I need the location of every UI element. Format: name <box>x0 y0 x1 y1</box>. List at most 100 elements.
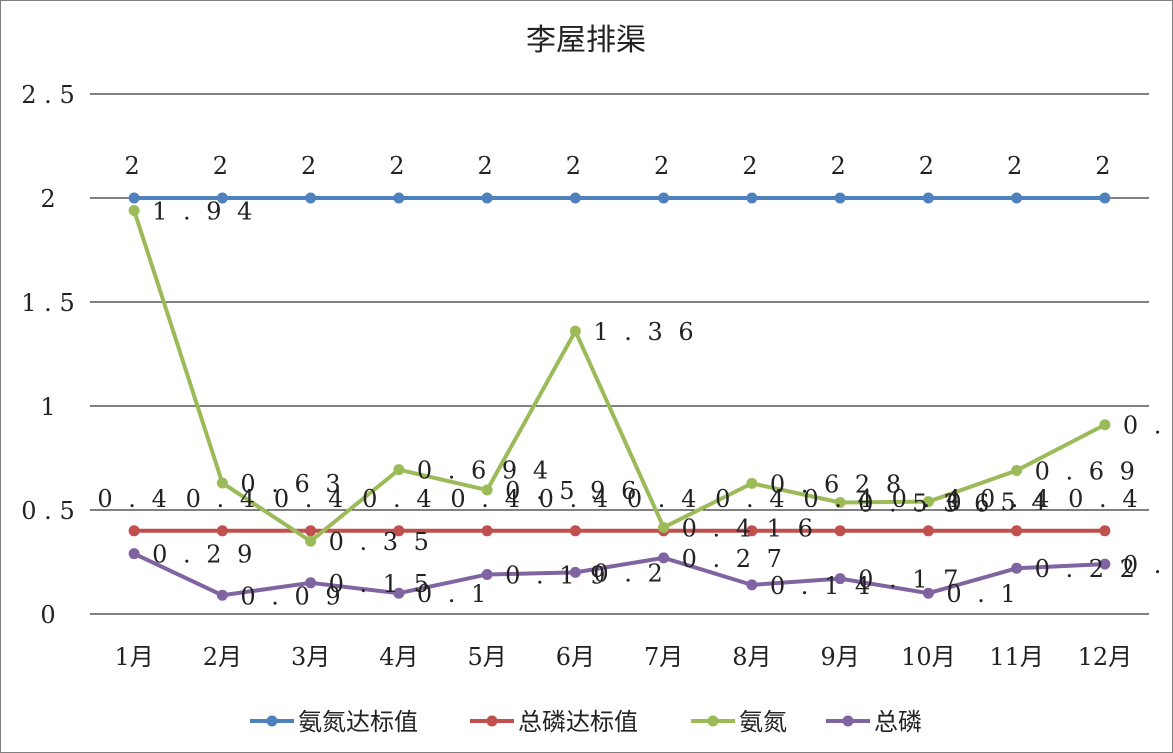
data-label: 2 <box>919 152 938 180</box>
data-point <box>1099 192 1111 204</box>
data-label: 2 <box>389 152 408 180</box>
data-label: 2 <box>1007 152 1026 180</box>
series-line <box>133 551 1105 598</box>
data-point <box>393 464 405 476</box>
data-label: 2 <box>1095 152 1114 180</box>
x-tick-label: 11月 <box>989 643 1044 671</box>
x-tick-label: 3月 <box>291 643 330 671</box>
data-label: 2 <box>301 152 320 180</box>
data-label: 2 <box>830 152 849 180</box>
data-point <box>922 525 934 537</box>
data-point <box>393 587 405 599</box>
series-0 <box>128 192 1111 204</box>
data-point <box>128 192 140 204</box>
x-tick-label: 10月 <box>901 643 956 671</box>
data-point <box>481 525 493 537</box>
legend-item: 总磷达标值 <box>470 708 638 736</box>
series-3 <box>128 548 1111 601</box>
x-tick-label: 7月 <box>644 643 683 671</box>
data-label: 0 . 4 <box>1068 485 1141 513</box>
data-label: 0 . 3 5 <box>329 528 433 556</box>
data-label: 0 . 1 <box>946 580 1019 608</box>
data-label: 0 . 1 5 <box>329 570 433 598</box>
data-label: 0 . 1 <box>417 580 490 608</box>
x-tick-label: 4月 <box>379 643 418 671</box>
data-label: 2 <box>477 152 496 180</box>
y-tick-label: 1 <box>40 393 55 421</box>
y-tick-label: 0 <box>40 601 55 629</box>
chart-title: 李屋排渠 <box>526 23 646 58</box>
data-point <box>658 192 670 204</box>
legend-label: 总磷 <box>874 708 922 736</box>
data-point <box>1099 419 1111 431</box>
data-point <box>1011 192 1023 204</box>
legend-marker <box>842 715 854 727</box>
series-2 <box>128 204 1111 547</box>
x-axis-ticks: 1月 2月 3月 4月 5月 6月 7月 8月 9月 10月 11月 12月 <box>114 643 1132 671</box>
legend-marker <box>266 715 278 727</box>
series-line <box>132 209 1106 544</box>
data-point <box>393 192 405 204</box>
data-point <box>922 496 934 508</box>
data-point <box>746 477 758 489</box>
data-label: 0 . 4 <box>715 485 788 513</box>
data-point <box>1011 525 1023 537</box>
data-label: 1 . 9 4 <box>152 197 256 225</box>
series-1 <box>128 525 1111 537</box>
data-point <box>481 568 493 580</box>
data-point <box>834 525 846 537</box>
x-tick-label: 6月 <box>556 643 595 671</box>
data-label: 0 . 4 <box>450 485 523 513</box>
data-label: 2 <box>213 152 232 180</box>
data-label: 0 . 2 4 <box>1123 551 1173 579</box>
legend-label: 氨氮 <box>739 708 787 736</box>
data-label: 0 . 1 7 <box>858 566 962 594</box>
data-label: 0 . 0 9 <box>240 582 344 610</box>
data-point <box>569 325 581 337</box>
data-point <box>746 192 758 204</box>
data-point <box>305 192 317 204</box>
data-label: 0 . 1 9 <box>505 561 609 589</box>
data-point <box>834 573 846 585</box>
data-point <box>834 192 846 204</box>
data-point <box>128 548 140 560</box>
data-point <box>216 525 228 537</box>
data-point <box>305 577 317 589</box>
x-tick-label: 9月 <box>820 643 859 671</box>
data-label: 0 . 5 4 <box>946 489 1050 517</box>
x-tick-label: 12月 <box>1078 643 1133 671</box>
data-label: 0 . 4 1 6 <box>682 514 817 542</box>
data-point <box>305 535 317 547</box>
data-label: 0 . 2 <box>593 559 666 587</box>
y-tick-label: 1 . 5 <box>21 289 74 317</box>
data-point <box>216 477 228 489</box>
y-tick-label: 0 . 5 <box>21 497 74 525</box>
x-tick-label: 1月 <box>114 643 153 671</box>
data-point <box>658 552 670 564</box>
data-point <box>658 521 670 533</box>
legend-item: 氨氮 <box>691 708 787 736</box>
y-tick-label: 2 . 5 <box>21 81 74 109</box>
data-point <box>481 192 493 204</box>
data-label: 0 . 4 <box>803 485 876 513</box>
data-label: 0 . 4 <box>539 485 612 513</box>
data-label: 2 <box>566 152 585 180</box>
data-point <box>1099 558 1111 570</box>
data-label: 2 <box>124 152 143 180</box>
y-tick-label: 2 <box>40 185 55 213</box>
data-point <box>569 525 581 537</box>
data-point <box>481 484 493 496</box>
data-label: 0 . 2 2 <box>1035 555 1139 583</box>
data-point <box>216 192 228 204</box>
data-label: 0 . 5 3 6 <box>858 490 993 518</box>
y-axis-ticks: 0 0 . 5 1 1 . 5 2 2 . 5 <box>21 81 74 629</box>
data-point <box>128 204 140 216</box>
data-point <box>393 525 405 537</box>
data-label: 1 . 3 6 <box>593 318 697 346</box>
x-tick-label: 2月 <box>203 643 242 671</box>
data-label: 0 . 6 3 <box>240 470 344 498</box>
data-point <box>305 525 317 537</box>
data-point <box>922 192 934 204</box>
